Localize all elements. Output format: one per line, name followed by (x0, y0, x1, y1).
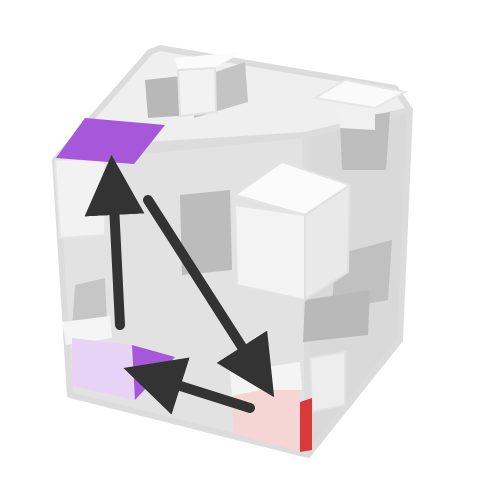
arrow-bottom-right-to-bottom-left (123, 357, 255, 415)
move-arrows (84, 155, 275, 415)
red-bottom-right-edge (300, 398, 312, 452)
white-block-left-lower (62, 316, 112, 345)
white-block-top-right-front (338, 108, 375, 130)
cavity-center-left (180, 190, 232, 275)
white-block-center-front (233, 203, 306, 302)
white-block-top-left-top (175, 52, 242, 70)
white-block-left-upper (53, 156, 106, 240)
purple-bottom-left-tile (72, 338, 135, 400)
arrow-top-to-bottom-right (143, 195, 275, 398)
white-block-center-side (304, 183, 352, 302)
white-block-top-right-top (312, 78, 408, 110)
purple-top-corner-tile (56, 118, 165, 164)
cavity-bottom-left (72, 278, 107, 328)
arrow-bottom-left-to-top (84, 155, 145, 330)
white-block-top-left-front (176, 66, 218, 118)
cavity-bottom-right (303, 290, 370, 342)
white-blocks (53, 52, 408, 414)
white-block-bottom-right-side (308, 350, 346, 414)
